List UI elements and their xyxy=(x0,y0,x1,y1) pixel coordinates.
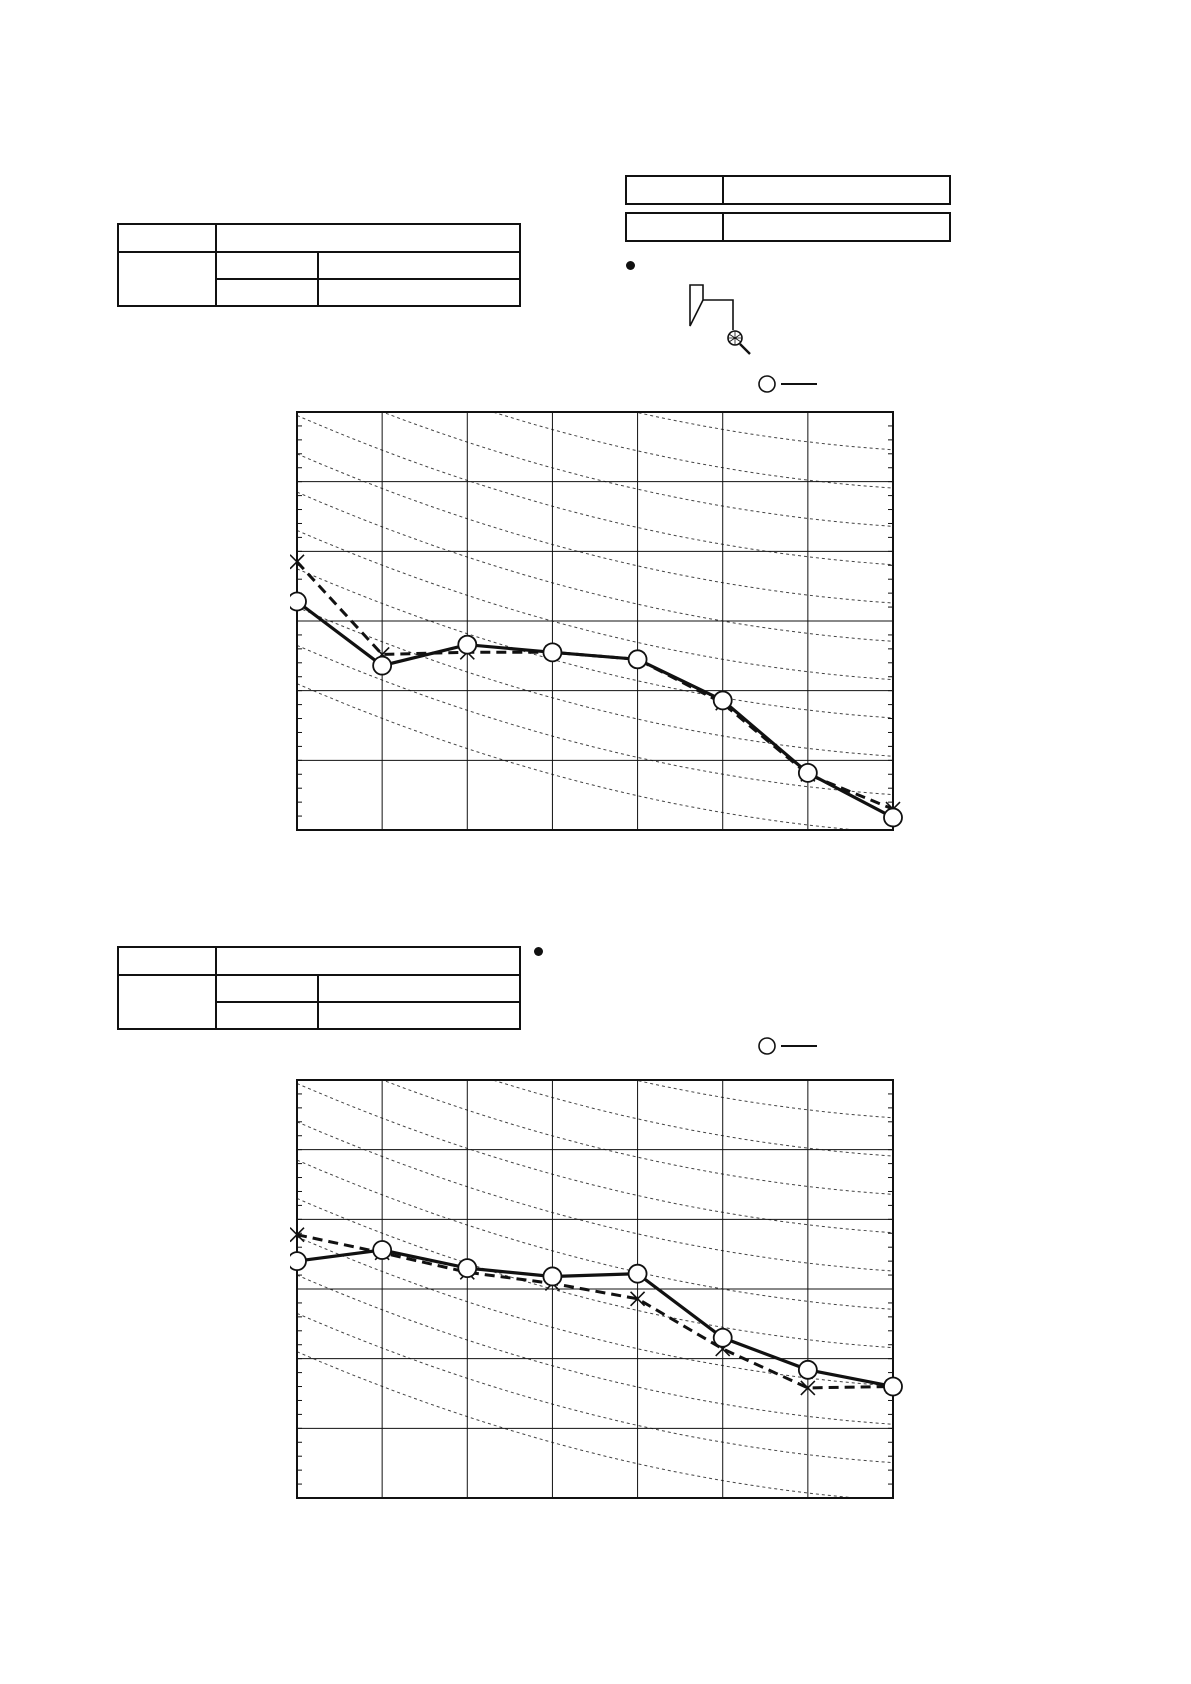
microphone-setup-icon xyxy=(689,284,751,355)
data-point-circle xyxy=(457,634,478,655)
legend-circle-marker xyxy=(758,1037,776,1055)
bullet-marker-top xyxy=(626,261,635,270)
contour-curve xyxy=(297,529,893,681)
series-line-dashed xyxy=(296,1233,894,1390)
contour-curve xyxy=(297,568,893,719)
contour-curve xyxy=(297,644,893,796)
bottom-table-cell xyxy=(215,946,521,976)
contour-curve xyxy=(297,1274,893,1425)
bottom-table-cell xyxy=(317,1001,521,1030)
legend-circle-marker xyxy=(758,375,776,393)
contour-curve xyxy=(297,1236,893,1387)
data-point-circle xyxy=(883,1376,903,1397)
legend-bottom xyxy=(758,1037,817,1055)
data-point-circle xyxy=(290,591,307,612)
series-line-solid xyxy=(296,1248,894,1389)
data-point-circle xyxy=(712,690,733,711)
data-point-circle xyxy=(797,762,818,783)
header-box-label xyxy=(625,212,724,242)
contour-curve xyxy=(297,404,893,411)
data-point-circle xyxy=(290,1251,307,1272)
data-point-cross xyxy=(290,1227,305,1243)
contour-curve xyxy=(297,1083,893,1234)
data-point-circle xyxy=(627,649,648,670)
contour-curve xyxy=(297,1121,893,1272)
data-point-cross xyxy=(800,1380,816,1396)
contour-curve xyxy=(297,1159,893,1310)
data-point-circle xyxy=(457,1258,478,1279)
legend-top xyxy=(758,375,817,393)
contour-curve xyxy=(297,415,893,566)
header-box-value xyxy=(722,212,951,242)
contour-curve xyxy=(297,1197,893,1349)
contour-curve xyxy=(381,412,893,527)
data-point-circle xyxy=(883,807,903,828)
contour-curve xyxy=(297,1312,893,1464)
header-box-2 xyxy=(625,212,951,242)
data-point-circle xyxy=(542,1266,563,1287)
data-point-circle xyxy=(542,642,563,663)
header-box-label xyxy=(625,175,724,205)
bottom-table-cell xyxy=(117,974,217,1030)
plot-frame xyxy=(296,1079,894,1499)
top-table-cell xyxy=(215,251,319,280)
contour-curve xyxy=(297,453,893,604)
top-table-cell xyxy=(117,251,217,307)
top-table-cell xyxy=(317,251,521,280)
contour-curve xyxy=(297,491,893,642)
bullet-marker-bottom xyxy=(534,947,543,956)
plot-frame xyxy=(296,411,894,831)
contour-curve xyxy=(491,1080,893,1157)
bottom-table-cell xyxy=(215,1001,319,1030)
bottom-info-table xyxy=(117,946,521,1030)
contour-curve xyxy=(381,1080,893,1195)
top-table-cell xyxy=(317,278,521,307)
bottom-table-cell xyxy=(317,974,521,1003)
header-box-1 xyxy=(625,175,951,205)
contour-curve xyxy=(491,412,893,489)
chart-top xyxy=(290,404,903,831)
contour-curve xyxy=(297,1351,862,1498)
top-table-cell xyxy=(117,223,217,253)
header-box-value xyxy=(722,175,951,205)
data-point-circle xyxy=(712,1327,733,1348)
data-point-cross xyxy=(290,554,305,570)
top-table-cell xyxy=(215,278,319,307)
data-point-cross xyxy=(630,1291,646,1307)
contour-curve xyxy=(297,1072,893,1079)
bottom-table-cell xyxy=(117,946,217,976)
data-point-circle xyxy=(797,1359,818,1380)
contour-curve xyxy=(632,1080,893,1119)
top-table-cell xyxy=(215,223,521,253)
bottom-table-cell xyxy=(215,974,319,1003)
data-point-circle xyxy=(627,1263,648,1284)
data-point-circle xyxy=(372,1240,393,1260)
top-info-table xyxy=(117,223,521,307)
contour-curve xyxy=(297,683,862,830)
contour-curve xyxy=(297,606,893,757)
chart-bottom xyxy=(290,1072,903,1499)
contour-curve xyxy=(632,412,893,451)
data-point-circle xyxy=(372,655,393,676)
series-line-solid xyxy=(296,600,894,819)
